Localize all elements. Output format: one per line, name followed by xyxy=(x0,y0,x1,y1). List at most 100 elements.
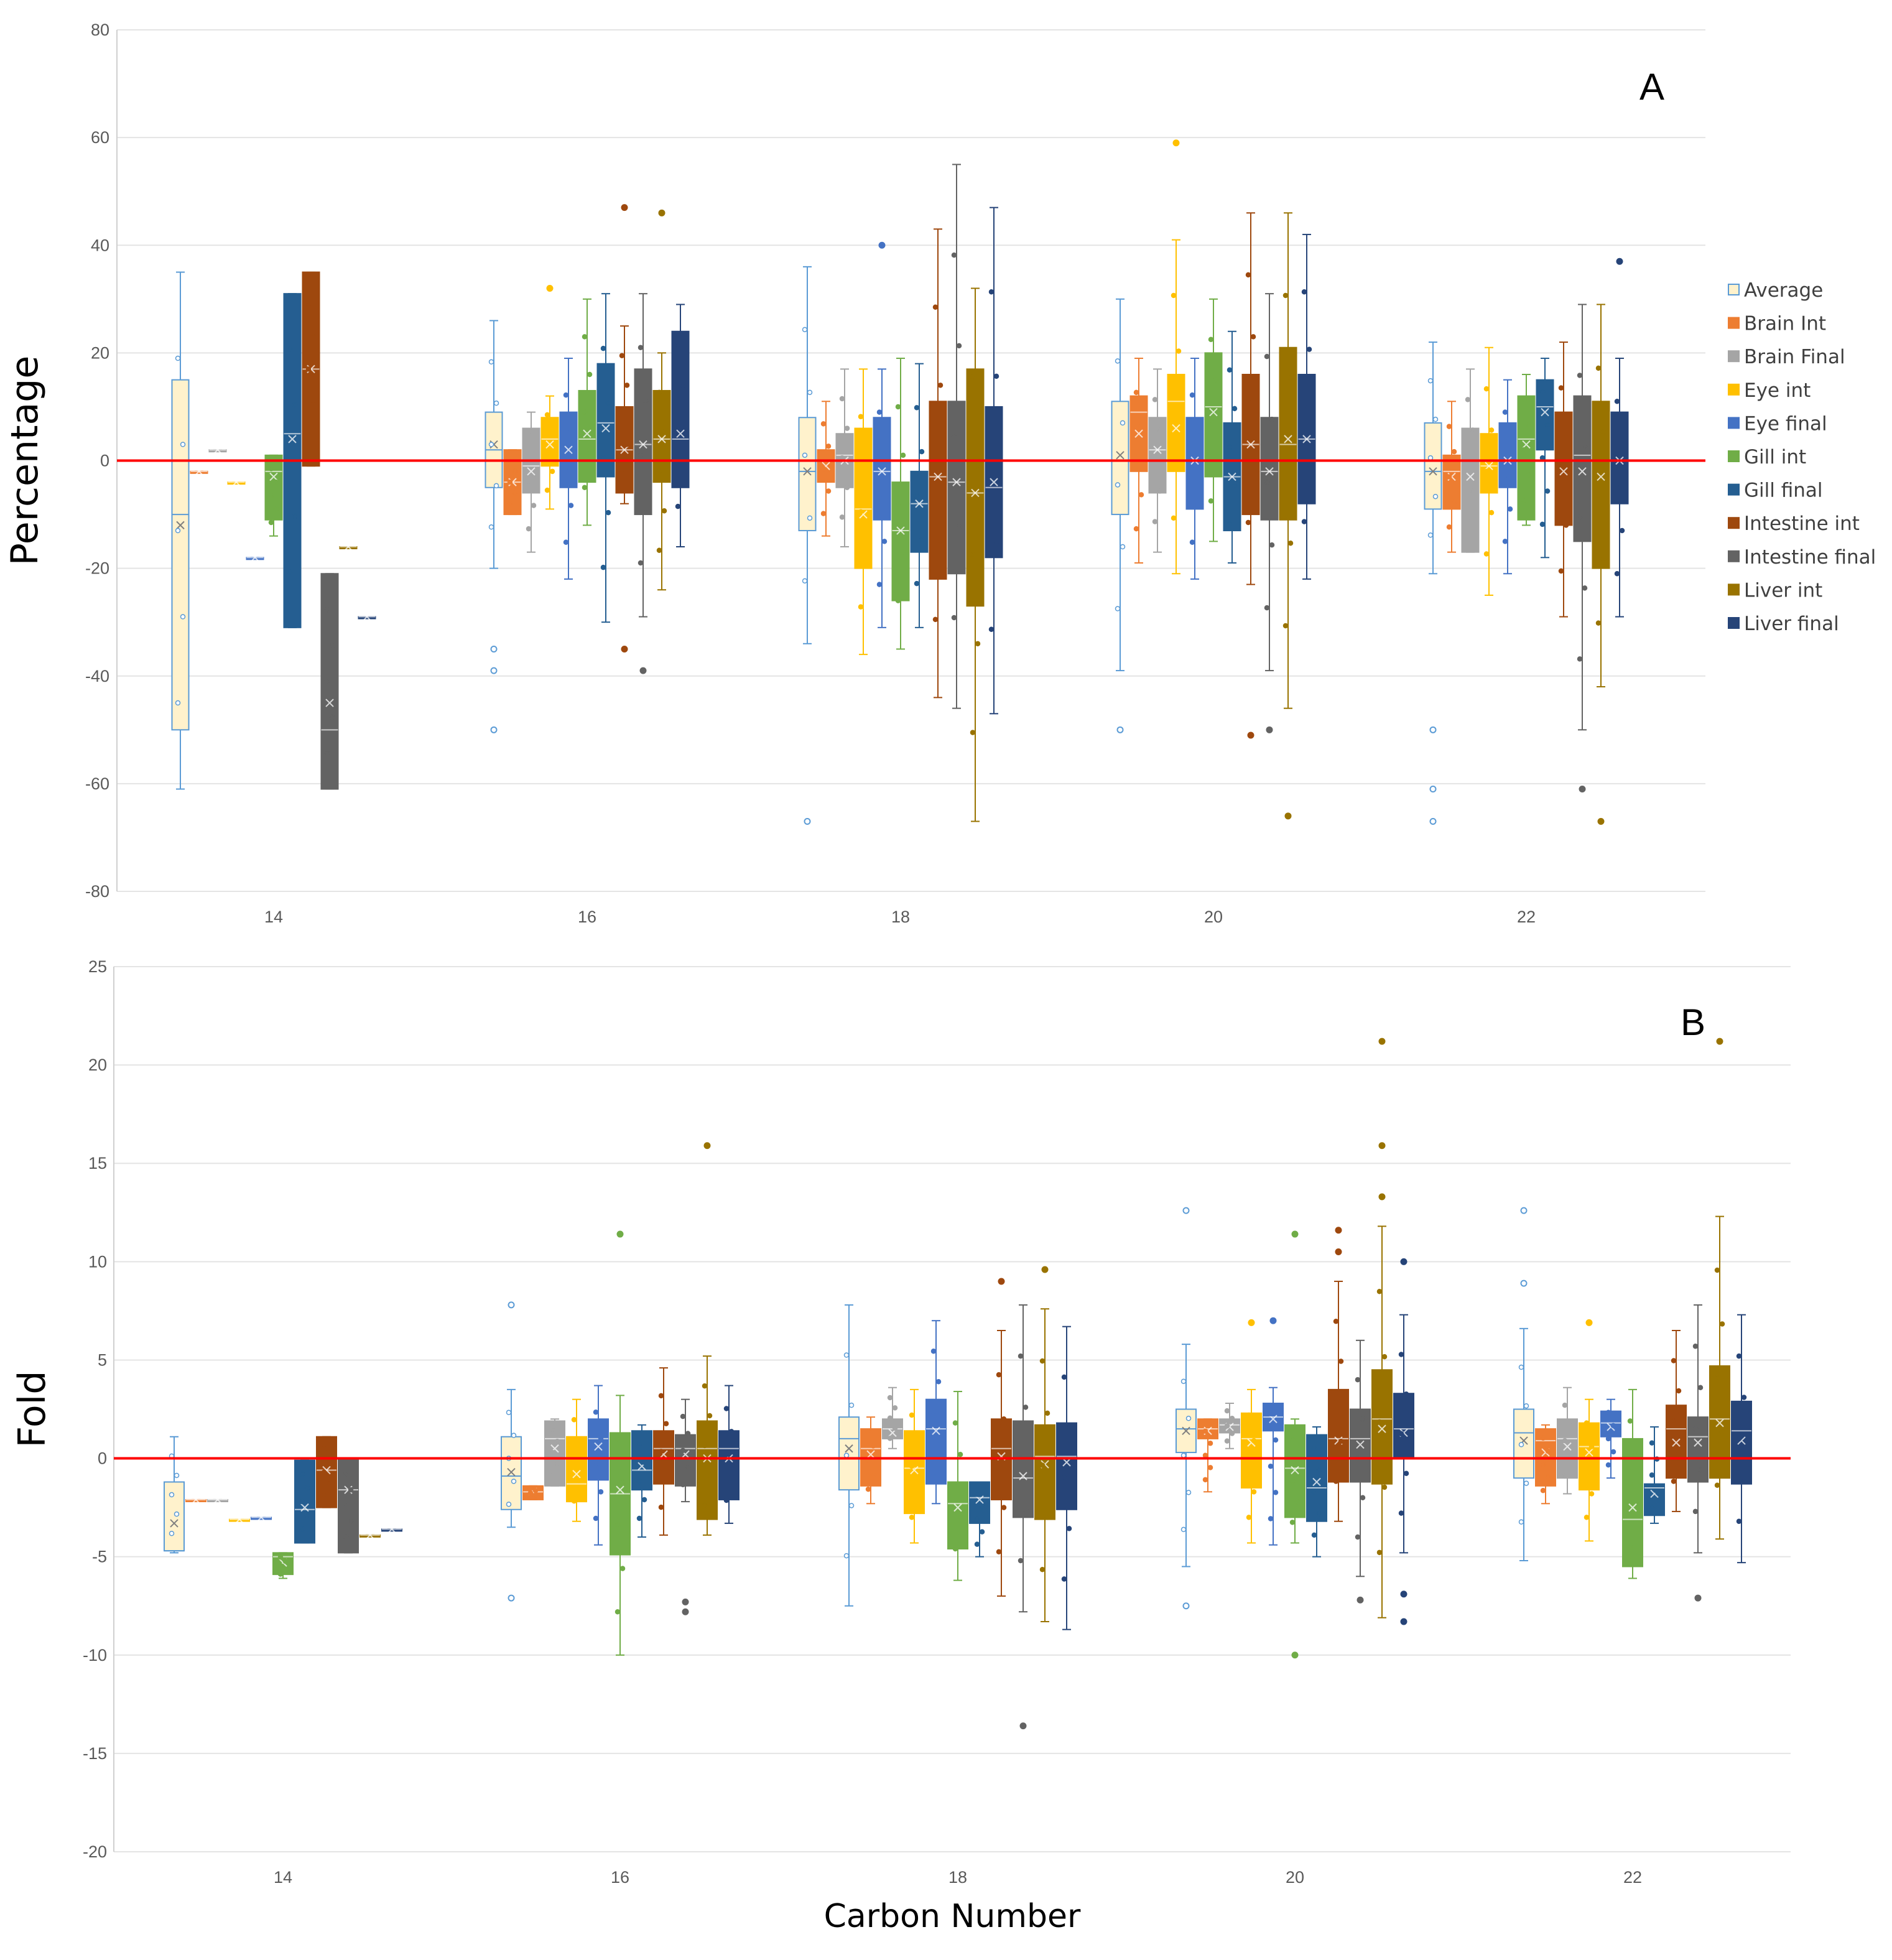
box xyxy=(1579,1422,1600,1491)
data-point xyxy=(932,304,939,310)
outlier-point xyxy=(804,817,811,825)
data-point xyxy=(1649,1440,1655,1446)
y-tick-label: -60 xyxy=(85,774,109,793)
data-point xyxy=(914,1489,920,1495)
data-point xyxy=(1152,397,1158,402)
data-point xyxy=(728,1429,735,1434)
data-point xyxy=(970,374,976,380)
data-point xyxy=(1521,447,1527,453)
data-point xyxy=(175,355,181,361)
box-plot xyxy=(653,1367,674,1536)
data-point xyxy=(844,425,850,431)
data-point xyxy=(1355,1377,1361,1383)
data-point xyxy=(802,327,808,333)
box xyxy=(272,1552,294,1576)
data-point xyxy=(511,1479,517,1484)
data-point xyxy=(1610,1423,1616,1429)
mean-marker xyxy=(594,1442,603,1451)
legend-swatch xyxy=(1728,550,1740,562)
data-point xyxy=(1152,519,1158,524)
mean-marker xyxy=(932,1426,940,1435)
data-point xyxy=(951,252,957,258)
mean-marker xyxy=(344,542,353,551)
data-point xyxy=(636,1478,642,1484)
data-point xyxy=(1584,1420,1590,1426)
outlier-point xyxy=(616,1230,624,1238)
series-gill-final xyxy=(294,1424,1665,1558)
data-point xyxy=(1185,1416,1192,1421)
data-point xyxy=(930,1348,937,1354)
outlier-point xyxy=(490,667,498,674)
box xyxy=(1241,1412,1262,1489)
data-point xyxy=(1584,1515,1590,1520)
box-plot xyxy=(1393,1258,1414,1625)
mean-marker xyxy=(235,1515,244,1524)
mean-marker xyxy=(971,488,980,498)
data-point xyxy=(1676,1448,1682,1454)
mean-marker xyxy=(507,1467,516,1477)
data-point xyxy=(900,549,906,555)
data-point xyxy=(892,1405,898,1411)
box-plot xyxy=(1219,1403,1240,1449)
data-point xyxy=(343,1534,349,1540)
data-point xyxy=(1157,488,1163,494)
outlier-point xyxy=(1716,1038,1723,1045)
data-point xyxy=(974,1516,980,1522)
box-plot xyxy=(1129,358,1148,564)
legend-item: Gill int xyxy=(1728,446,1806,468)
data-point xyxy=(1521,497,1527,503)
data-point xyxy=(970,730,976,735)
box-plot xyxy=(1442,401,1461,553)
box-plot xyxy=(1480,346,1498,596)
data-point xyxy=(820,466,827,471)
data-point xyxy=(1360,1416,1366,1422)
data-point xyxy=(493,483,499,489)
mean-marker xyxy=(1578,467,1587,476)
data-point xyxy=(1264,479,1270,485)
box xyxy=(671,330,690,488)
box-plot xyxy=(697,1142,718,1536)
data-point xyxy=(914,405,920,411)
data-point xyxy=(1577,373,1583,378)
data-point xyxy=(488,442,494,447)
mean-marker xyxy=(366,1531,374,1540)
data-point xyxy=(848,1402,855,1408)
data-point xyxy=(169,1492,175,1498)
legend-item: Intestine final xyxy=(1728,546,1876,569)
data-point xyxy=(593,1462,599,1468)
data-point xyxy=(549,430,555,437)
data-point xyxy=(268,493,274,499)
data-point xyxy=(488,359,494,365)
box xyxy=(171,379,190,731)
data-point xyxy=(1427,378,1434,384)
data-point xyxy=(1044,1515,1050,1520)
data-point xyxy=(1180,1526,1187,1533)
legend-label: Gill int xyxy=(1744,446,1806,468)
data-point xyxy=(1227,521,1233,527)
outlier-point xyxy=(1400,1258,1407,1265)
data-point xyxy=(802,578,808,584)
box-plot xyxy=(1111,298,1129,733)
data-point xyxy=(1194,503,1200,508)
y-tick-label: -40 xyxy=(85,667,109,685)
data-point xyxy=(887,1395,893,1401)
data-point xyxy=(531,503,537,508)
data-point xyxy=(1446,424,1452,429)
data-point xyxy=(1180,1452,1187,1459)
data-point xyxy=(1582,444,1588,449)
data-point xyxy=(619,1479,626,1485)
data-point xyxy=(914,1437,920,1444)
mean-marker xyxy=(1284,435,1292,444)
legend-item: Brain Final xyxy=(1728,346,1845,368)
box-plot xyxy=(588,1385,609,1546)
data-point xyxy=(600,345,606,351)
data-point xyxy=(1023,1507,1029,1513)
box-plot xyxy=(1185,358,1204,580)
mean-marker xyxy=(325,699,334,707)
box xyxy=(1498,422,1517,488)
data-point xyxy=(1544,422,1551,428)
data-point xyxy=(571,1498,577,1504)
data-point xyxy=(1250,334,1256,340)
data-point xyxy=(268,519,274,526)
data-point xyxy=(1558,476,1564,483)
